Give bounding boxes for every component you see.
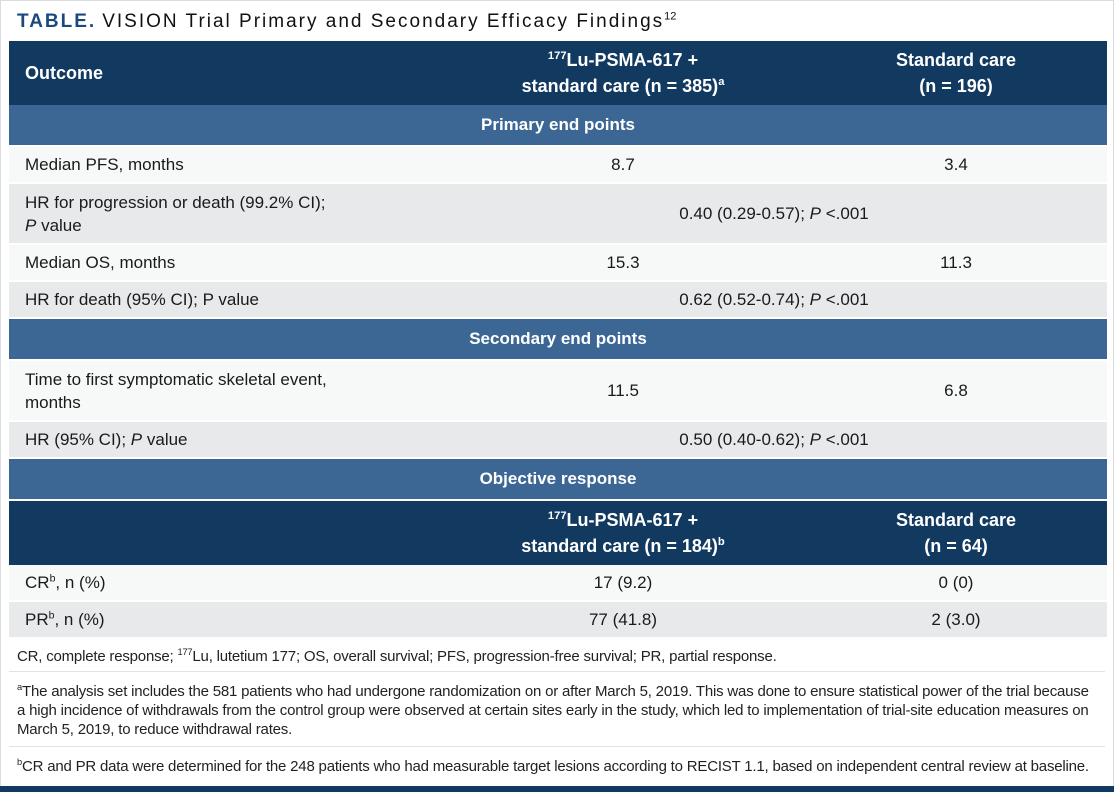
bottom-rule xyxy=(0,786,1114,792)
row-value-control: 3.4 xyxy=(944,154,968,174)
row-label: Time to first symptomatic skeletal event… xyxy=(25,369,327,412)
table-row: PRb, n (%) 77 (41.8) 2 (3.0) xyxy=(9,602,1107,639)
table-header-row: 177Lu-PSMA-617 + standard care (n = 184)b… xyxy=(9,501,1107,565)
title-label: TABLE. xyxy=(17,11,97,32)
table-row: CRb, n (%) 17 (9.2) 0 (0) xyxy=(9,565,1107,602)
section-header: Secondary end points xyxy=(9,319,1107,361)
row-label: HR for death (95% CI); P value xyxy=(25,290,260,309)
row-value-control: 0 (0) xyxy=(938,572,974,592)
table-row: HR for progression or death (99.2% CI); P… xyxy=(9,184,1107,245)
section-header: Objective response xyxy=(9,459,1107,501)
efficacy-table: Outcome 177Lu-PSMA-617 + standard care (n … xyxy=(9,41,1107,639)
row-value-combined: 0.62 (0.52-0.74); P <.001 xyxy=(679,289,869,309)
row-value-treatment: 15.3 xyxy=(606,252,640,272)
section-header: Primary end points xyxy=(9,105,1107,147)
table-row: HR for death (95% CI); P value 0.62 (0.52… xyxy=(9,282,1107,319)
column-header-lu-psma: 177Lu-PSMA-617 + standard care (n = 385)a xyxy=(521,50,725,96)
table-title: TABLE. VISION Trial Primary and Secondary… xyxy=(9,1,1105,41)
column-header-outcome xyxy=(9,527,441,539)
column-header-outcome: Outcome xyxy=(25,62,104,83)
row-value-control: 11.3 xyxy=(940,252,972,272)
row-label: PRb, n (%) xyxy=(25,609,105,629)
table-row: HR (95% CI); P value 0.50 (0.40-0.62); P … xyxy=(9,422,1107,459)
abbreviations-note: CR, complete response; 177Lu, lutetium 1… xyxy=(17,647,777,665)
column-header-lu-psma: 177Lu-PSMA-617 + standard care (n = 184)b xyxy=(521,510,725,556)
row-value-treatment: 8.7 xyxy=(611,154,635,174)
footnote-b: bCR and PR data were determined for the … xyxy=(9,746,1105,794)
table-row: Median OS, months 15.3 11.3 xyxy=(9,245,1107,282)
title-reference: 12 xyxy=(664,10,677,23)
row-value-treatment: 11.5 xyxy=(607,380,639,400)
table-row: Time to first symptomatic skeletal event… xyxy=(9,361,1107,422)
row-value-control: 2 (3.0) xyxy=(931,609,981,629)
column-header-standard-care: Standard care (n = 64) xyxy=(895,510,1017,556)
table-row: Median PFS, months 8.7 3.4 xyxy=(9,147,1107,184)
row-label: CRb, n (%) xyxy=(25,572,106,592)
row-label: Median PFS, months xyxy=(25,155,184,174)
footnote-a: aThe analysis set includes the 581 patie… xyxy=(9,671,1105,746)
row-value-combined: 0.50 (0.40-0.62); P <.001 xyxy=(679,429,869,449)
title-text: VISION Trial Primary and Secondary Effic… xyxy=(102,11,665,32)
row-label: HR (95% CI); P value xyxy=(25,430,188,449)
row-value-treatment: 17 (9.2) xyxy=(593,572,653,592)
row-value-treatment: 77 (41.8) xyxy=(588,609,658,629)
column-header-standard-care: Standard care (n = 196) xyxy=(895,50,1017,96)
row-value-control: 6.8 xyxy=(944,380,968,400)
row-label: Median OS, months xyxy=(25,253,176,272)
row-label: HR for progression or death (99.2% CI); P… xyxy=(25,192,326,235)
row-value-combined: 0.40 (0.29-0.57); P <.001 xyxy=(679,203,869,223)
table-header-row: Outcome 177Lu-PSMA-617 + standard care (n … xyxy=(9,41,1107,105)
